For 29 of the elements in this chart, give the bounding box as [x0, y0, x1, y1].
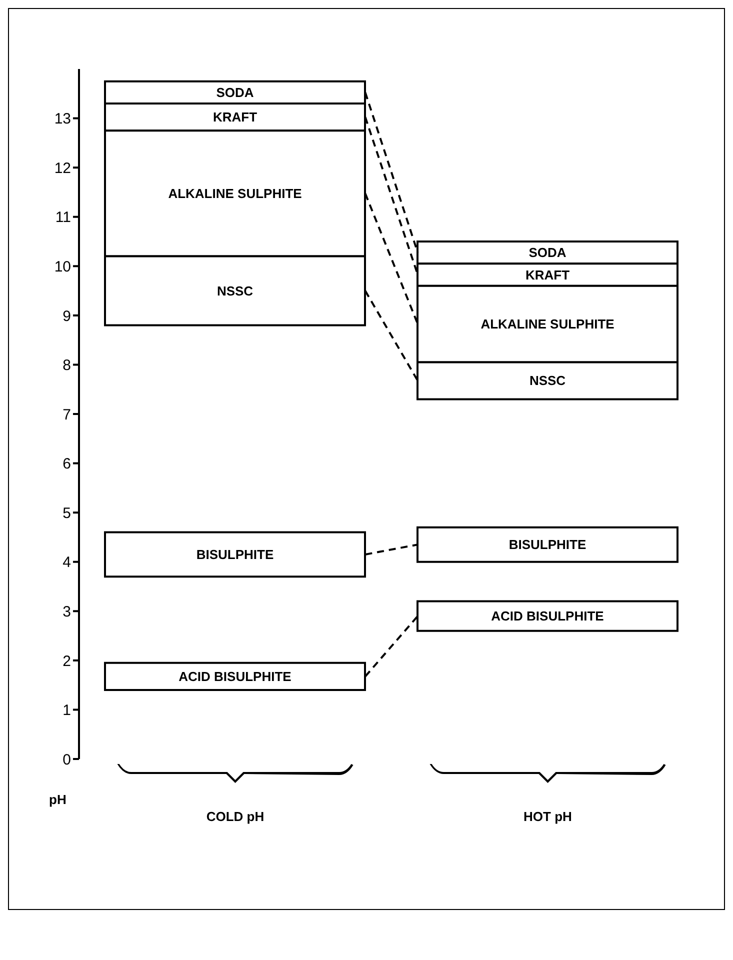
y-axis-title: pH: [49, 792, 66, 807]
x-tick-label: COLD pH: [206, 809, 264, 824]
y-tick-label: 9: [62, 308, 71, 325]
x-tick-label: HOT pH: [524, 809, 572, 824]
y-tick-label: 11: [55, 209, 71, 226]
y-tick-label: 8: [62, 357, 71, 374]
y-tick-label: 2: [62, 652, 71, 670]
text: ALKALINE SULPHITE: [168, 186, 302, 201]
y-tick-label: 13: [54, 110, 71, 128]
series-label: ACID BISULPHITE: [178, 668, 292, 684]
y-tick-label: 6: [62, 456, 71, 473]
y-tick-label: 4: [62, 554, 71, 572]
series-label: KRAFT: [525, 267, 570, 282]
text: BISULPHITE: [196, 546, 274, 562]
text: SODA: [528, 245, 566, 260]
y-tick-label: 1: [62, 702, 71, 720]
y-tick-label: 5: [62, 504, 71, 522]
series-label: BISULPHITE: [508, 537, 586, 552]
text: KRAFT: [212, 110, 258, 125]
text: NSSC: [216, 283, 254, 298]
y-tick-label: 12: [54, 160, 71, 177]
series-label: SODA: [216, 84, 254, 100]
series-label: NSSC: [529, 373, 566, 388]
y-tick-label: 0: [62, 751, 71, 768]
y-tick-label: 10: [54, 258, 71, 276]
y-tick-label: 3: [62, 603, 71, 620]
series-label: ALKALINE SULPHITE: [480, 316, 615, 332]
text: ACID BISULPHITE: [491, 608, 604, 624]
y-tick-label: 7: [62, 406, 71, 424]
